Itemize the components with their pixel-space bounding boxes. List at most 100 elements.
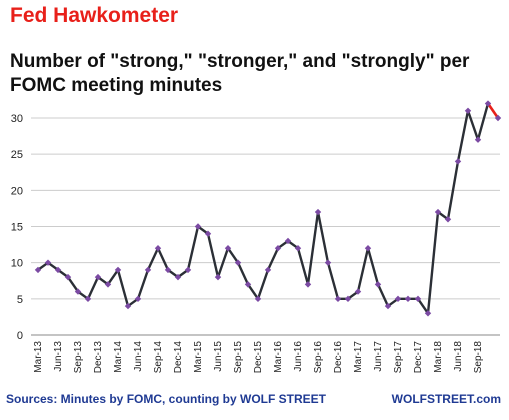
data-point bbox=[204, 230, 212, 237]
data-point bbox=[34, 266, 42, 274]
series-lines bbox=[36, 102, 500, 315]
x-tick-label: Jun-17 bbox=[373, 341, 384, 372]
y-tick-label: 30 bbox=[11, 113, 23, 125]
chart-title: Fed Hawkometer bbox=[10, 4, 179, 27]
data-point bbox=[284, 237, 292, 245]
x-tick-label: Dec-13 bbox=[93, 341, 104, 374]
data-point bbox=[254, 295, 262, 303]
series-segment bbox=[136, 268, 150, 301]
data-point bbox=[134, 295, 142, 303]
y-tick-label: 10 bbox=[11, 258, 23, 270]
series-segment bbox=[246, 283, 260, 301]
series-segment bbox=[326, 261, 340, 301]
x-tick-label: Mar-15 bbox=[193, 341, 204, 373]
data-point bbox=[54, 266, 62, 274]
data-point bbox=[294, 245, 302, 252]
x-tick-label: Mar-14 bbox=[113, 341, 124, 373]
x-tick-label: Jun-15 bbox=[213, 341, 224, 372]
y-tick-label: 20 bbox=[11, 185, 23, 197]
x-tick-label: Jun-14 bbox=[133, 341, 144, 372]
y-tick-label: 15 bbox=[11, 222, 23, 234]
series-segment bbox=[66, 275, 80, 293]
data-point bbox=[334, 295, 342, 303]
x-tick-label: Dec-15 bbox=[253, 341, 264, 374]
data-point bbox=[324, 259, 332, 266]
data-point bbox=[304, 281, 312, 288]
data-point bbox=[64, 273, 72, 281]
data-point bbox=[234, 259, 242, 266]
x-tick-label: Mar-17 bbox=[353, 341, 364, 373]
x-tick-label: Dec-16 bbox=[333, 341, 344, 374]
series-segment bbox=[376, 283, 390, 308]
data-point bbox=[184, 266, 192, 274]
x-tick-label: Jun-18 bbox=[453, 341, 464, 372]
series-segment bbox=[486, 102, 500, 120]
gridlines bbox=[31, 117, 500, 300]
x-tick-label: Dec-17 bbox=[413, 341, 424, 374]
data-point bbox=[414, 295, 422, 303]
series-segment bbox=[356, 246, 370, 293]
x-tick-label: Sep-14 bbox=[153, 341, 164, 374]
data-point bbox=[174, 273, 182, 281]
data-point bbox=[364, 245, 372, 252]
series-segment bbox=[266, 246, 280, 272]
data-point bbox=[424, 310, 432, 317]
data-point bbox=[74, 288, 82, 295]
data-point bbox=[374, 281, 382, 288]
x-tick-label: Mar-18 bbox=[433, 341, 444, 373]
x-tick-labels: Mar-13 Jun-13 Sep-13 Dec-13 Mar-14 Jun-14 Sep-… bbox=[33, 341, 484, 374]
data-point bbox=[394, 295, 402, 303]
data-point bbox=[144, 266, 152, 274]
data-point bbox=[274, 245, 282, 252]
data-point bbox=[194, 223, 202, 230]
data-point bbox=[214, 273, 222, 281]
data-point bbox=[494, 114, 502, 122]
data-point bbox=[454, 158, 462, 165]
series-segment bbox=[476, 102, 490, 141]
series-segment bbox=[146, 246, 160, 272]
data-point bbox=[344, 295, 352, 303]
brand-label: WOLFSTREET.com bbox=[391, 392, 501, 406]
data-point bbox=[474, 136, 482, 143]
source-note: Sources: Minutes by FOMC, counting by WO… bbox=[6, 392, 327, 406]
x-tick-label: Mar-13 bbox=[33, 341, 44, 373]
data-point bbox=[124, 302, 132, 310]
x-tick-label: Jun-13 bbox=[53, 341, 64, 372]
y-tick-label: 25 bbox=[11, 149, 23, 161]
y-tick-labels: 0 5 10 15 20 25 30 bbox=[11, 113, 23, 342]
data-point bbox=[484, 100, 492, 107]
series-segment bbox=[106, 268, 120, 286]
data-point bbox=[44, 259, 52, 266]
series-segment bbox=[216, 246, 230, 279]
x-tick-label: Sep-17 bbox=[393, 341, 404, 374]
data-point bbox=[154, 245, 162, 252]
y-tick-label: 0 bbox=[17, 330, 23, 342]
data-point bbox=[354, 288, 362, 295]
x-tick-label: Sep-16 bbox=[313, 341, 324, 374]
data-point bbox=[444, 216, 452, 223]
series-segment bbox=[116, 268, 130, 308]
x-tick-label: Sep-15 bbox=[233, 341, 244, 374]
data-point bbox=[464, 107, 472, 114]
series-segment bbox=[426, 210, 440, 315]
series-segment bbox=[316, 210, 330, 264]
data-point bbox=[84, 295, 92, 303]
y-tick-label: 5 bbox=[17, 294, 23, 306]
series-segment bbox=[186, 225, 200, 272]
data-point bbox=[314, 208, 322, 216]
x-tick-label: Sep-13 bbox=[73, 341, 84, 374]
series-segment bbox=[206, 232, 220, 279]
x-tick-label: Dec-14 bbox=[173, 341, 184, 374]
data-point bbox=[404, 295, 412, 303]
series-segment bbox=[306, 210, 320, 286]
data-point bbox=[244, 281, 252, 288]
data-point bbox=[114, 266, 122, 274]
data-point bbox=[264, 266, 272, 274]
data-point bbox=[104, 281, 112, 288]
series-segment bbox=[456, 109, 470, 163]
data-point bbox=[94, 273, 102, 281]
series-segment bbox=[416, 297, 430, 315]
chart-subtitle: Number of "strong," "stronger," and "str… bbox=[10, 51, 470, 96]
x-tick-label: Sep-18 bbox=[473, 341, 484, 374]
data-point bbox=[164, 266, 172, 274]
